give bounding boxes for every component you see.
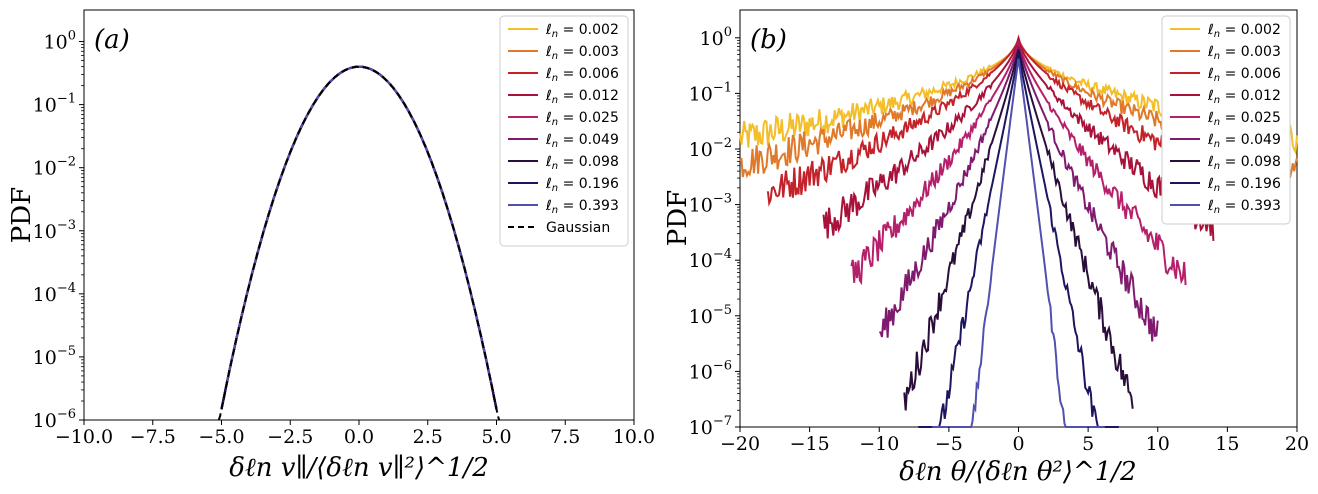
y-tick-label: 10−2 bbox=[689, 136, 732, 161]
x-tick-label: 5 bbox=[1082, 433, 1094, 455]
legend-entry-label: ℓn = 0.196 bbox=[545, 176, 619, 194]
legend-entry-label: ℓn = 0.098 bbox=[545, 154, 619, 172]
y-tick-label: 10−1 bbox=[33, 92, 76, 117]
legend-entry-label: Gaussian bbox=[546, 220, 610, 236]
legend-entry-label: ℓn = 0.006 bbox=[545, 66, 619, 84]
y-tick-label: 10−1 bbox=[689, 80, 732, 105]
panel-a-legend: ℓn = 0.002 ℓn = 0.003 ℓn = 0.006 ℓn = 0.012… bbox=[499, 15, 629, 247]
legend-entry-label: ℓn = 0.196 bbox=[1207, 176, 1281, 194]
panel-a-y-ticks: 100 10−1 10−2 10−3 10−4 10−5 10−6 bbox=[33, 29, 84, 432]
y-tick-label: 10−4 bbox=[33, 281, 76, 306]
x-tick-label: −10 bbox=[859, 433, 899, 455]
panel-a-y-axis-label: PDF bbox=[7, 187, 37, 243]
y-tick-label: 10−5 bbox=[33, 344, 76, 369]
panel-a: −10.0 −7.5 −5.0 −2.5 0.0 2.5 5.0 7.5 10.0 100 10−… bbox=[7, 9, 655, 483]
legend-entry-label: ℓn = 0.012 bbox=[545, 88, 619, 106]
x-tick-label: −15 bbox=[790, 433, 830, 455]
legend-box bbox=[1161, 15, 1291, 225]
y-tick-label: 10−3 bbox=[33, 218, 76, 243]
legend-entry-label: ℓn = 0.393 bbox=[1207, 198, 1281, 216]
legend-entry-label: ℓn = 0.025 bbox=[545, 110, 619, 128]
x-tick-label: −5 bbox=[935, 433, 963, 455]
panel-b-series-line bbox=[850, 39, 1187, 286]
panel-b-y-ticks: 100 10−1 10−2 10−3 10−4 10−5 10−6 10−7 bbox=[689, 25, 740, 439]
x-tick-label: −20 bbox=[720, 433, 760, 455]
x-tick-label: 10 bbox=[1146, 433, 1170, 455]
x-axis-label-text: δℓn v∥/⟨δℓn v∥²⟩^1/2 bbox=[229, 453, 488, 483]
legend-entry-label: ℓn = 0.006 bbox=[1207, 66, 1281, 84]
x-tick-label: −7.5 bbox=[130, 426, 176, 448]
y-tick-label: 10−4 bbox=[689, 247, 732, 272]
x-tick-label: 5.0 bbox=[481, 426, 511, 448]
panel-b-series-line bbox=[879, 45, 1159, 342]
panel-b-x-axis-label: δℓn θ/⟨δℓn θ²⟩^1/2 bbox=[899, 457, 1136, 487]
legend-entry-label: ℓn = 0.002 bbox=[545, 22, 619, 40]
y-tick-label: 10−3 bbox=[689, 192, 732, 217]
y-tick-label: 100 bbox=[700, 25, 732, 50]
y-tick-label: 100 bbox=[44, 29, 76, 54]
panel-a-x-ticks: −10.0 −7.5 −5.0 −2.5 0.0 2.5 5.0 7.5 10.0 bbox=[55, 420, 655, 448]
y-tick-label: 10−6 bbox=[689, 358, 732, 383]
legend-entry-label: ℓn = 0.049 bbox=[545, 132, 619, 150]
legend-entry-label: ℓn = 0.003 bbox=[1207, 44, 1281, 62]
panel-b-legend: ℓn = 0.002 ℓn = 0.003 ℓn = 0.006 ℓn = 0.012… bbox=[1161, 15, 1291, 225]
panel-a-curves bbox=[217, 65, 501, 421]
panel-b-x-ticks: −20 −15 −10 −5 0 5 10 15 20 bbox=[720, 427, 1309, 455]
legend-entry-label: ℓn = 0.098 bbox=[1207, 154, 1281, 172]
y-tick-label: 10−6 bbox=[33, 407, 76, 432]
y-tick-label: 10−2 bbox=[33, 155, 76, 180]
panel-b-y-axis-label: PDF bbox=[663, 190, 693, 246]
legend-entry-label: ℓn = 0.393 bbox=[545, 198, 619, 216]
x-axis-label-text: δℓn θ/⟨δℓn θ²⟩^1/2 bbox=[899, 457, 1136, 487]
panel-b: −20 −15 −10 −5 0 5 10 15 20 10010−110−210−310−41… bbox=[663, 9, 1309, 487]
y-tick-label: 10−7 bbox=[689, 414, 732, 439]
x-tick-label: 10.0 bbox=[613, 426, 655, 448]
legend-entry-label: ℓn = 0.025 bbox=[1207, 110, 1281, 128]
x-tick-label: 20 bbox=[1285, 433, 1309, 455]
panel-b-label: (b) bbox=[750, 25, 787, 55]
x-tick-label: −2.5 bbox=[267, 426, 313, 448]
legend-entry-label: ℓn = 0.049 bbox=[1207, 132, 1281, 150]
panel-b-series-line bbox=[932, 58, 1105, 428]
x-tick-label: 0 bbox=[1012, 433, 1024, 455]
x-tick-label: 15 bbox=[1215, 433, 1239, 455]
panel-a-series-line bbox=[217, 65, 501, 421]
x-tick-label: 2.5 bbox=[413, 426, 443, 448]
x-tick-label: 7.5 bbox=[550, 426, 580, 448]
panel-a-x-axis-label: δℓn v∥/⟨δℓn v∥²⟩^1/2 bbox=[229, 453, 488, 483]
legend-entry-label: ℓn = 0.012 bbox=[1207, 88, 1281, 106]
legend-entry-label: ℓn = 0.002 bbox=[1207, 22, 1281, 40]
legend-entry-label: ℓn = 0.003 bbox=[545, 44, 619, 62]
panel-a-label: (a) bbox=[94, 25, 130, 55]
panel-b-series-line bbox=[903, 49, 1134, 411]
x-tick-label: −10.0 bbox=[55, 426, 113, 448]
y-tick-label: 10−5 bbox=[689, 303, 732, 328]
x-tick-label: 0.0 bbox=[344, 426, 374, 448]
x-tick-label: −5.0 bbox=[198, 426, 244, 448]
panel-b-series-line bbox=[918, 53, 1119, 428]
